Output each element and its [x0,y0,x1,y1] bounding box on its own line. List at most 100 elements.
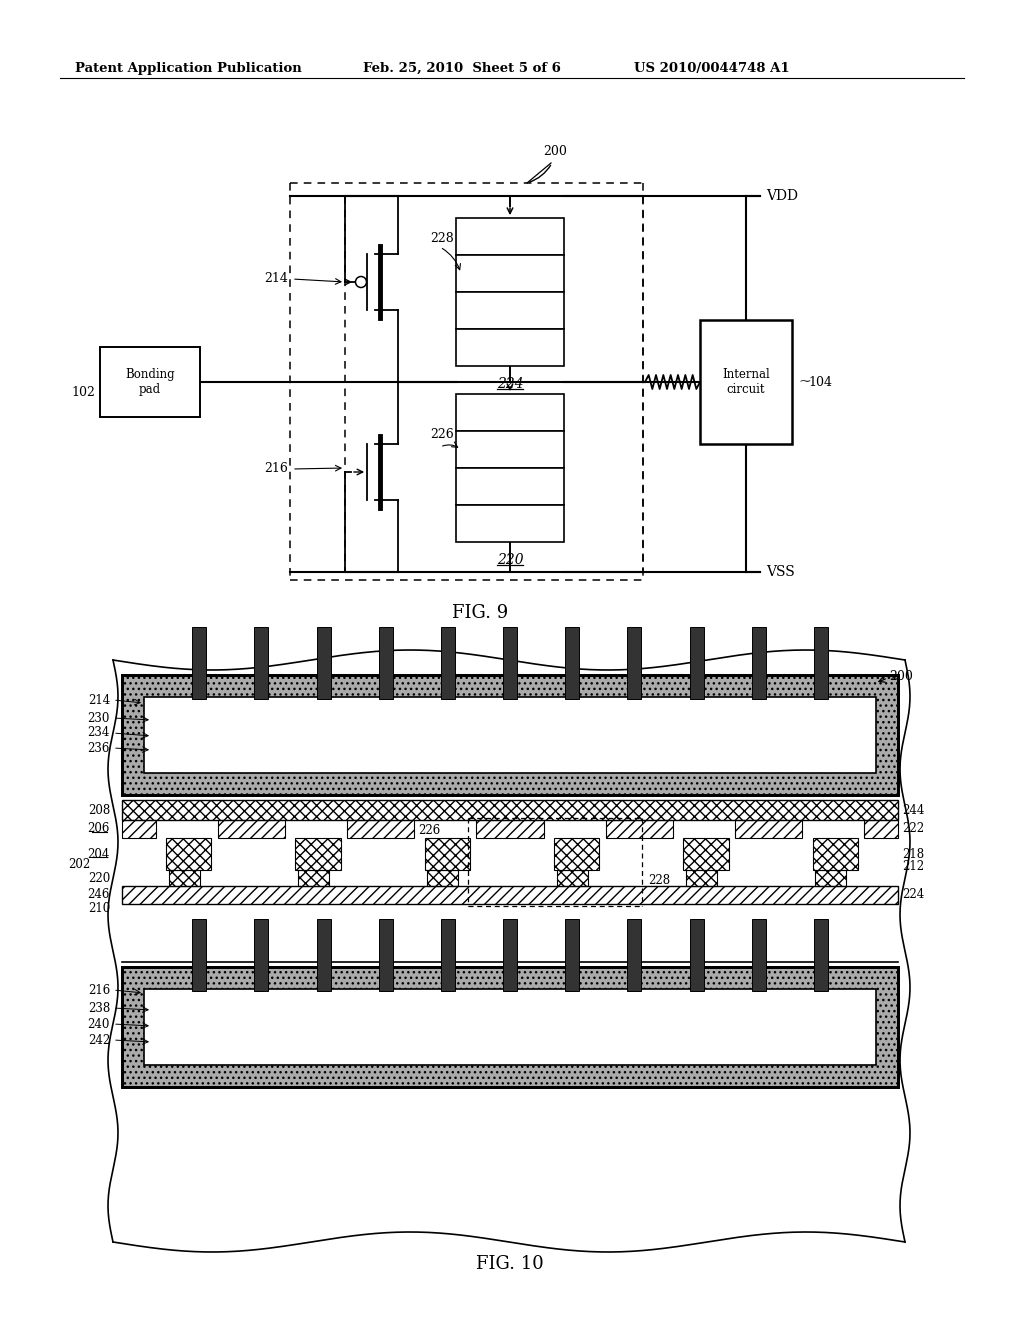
Text: 220: 220 [497,553,523,568]
Bar [100,347,200,417]
Text: 218: 218 [497,267,523,281]
Bar [122,886,898,904]
Text: 204: 204 [497,516,523,531]
Bar [456,393,564,432]
Bar [683,838,729,870]
Bar [316,919,331,991]
Bar [476,820,544,838]
Bar [456,469,564,506]
Bar [379,627,392,700]
Text: 238: 238 [88,1002,110,1015]
Text: 240: 240 [88,1018,110,1031]
Text: ~: ~ [798,375,811,389]
Bar [169,870,200,886]
Text: 206: 206 [497,479,523,494]
Text: Bonding
pad: Bonding pad [125,368,175,396]
Bar [441,919,455,991]
Text: 224: 224 [902,888,925,902]
Text: 210: 210 [88,903,110,916]
Bar [122,675,898,795]
Text: 204: 204 [497,341,523,355]
Text: 208: 208 [88,804,110,817]
Bar [122,968,898,1086]
Text: 206: 206 [497,304,523,318]
Bar [456,506,564,543]
Bar [122,968,898,1086]
Bar [557,870,588,886]
Text: 200: 200 [889,669,912,682]
Text: FIG. 9: FIG. 9 [452,605,508,622]
Text: FIG. 10: FIG. 10 [476,1255,544,1272]
Text: 246: 246 [88,888,110,902]
Text: VDD: VDD [766,189,798,203]
Bar [752,627,766,700]
Bar [122,820,156,838]
Bar [864,820,898,838]
Text: 104: 104 [808,375,831,388]
Text: Feb. 25, 2010  Sheet 5 of 6: Feb. 25, 2010 Sheet 5 of 6 [362,62,561,75]
Text: 244: 244 [902,804,925,817]
Bar [456,218,564,255]
Text: 214: 214 [88,693,110,706]
Text: 224: 224 [497,378,523,392]
Text: 206: 206 [88,822,110,836]
Bar [686,870,717,886]
Text: 218: 218 [902,847,924,861]
Text: 102: 102 [71,385,95,399]
Bar [565,627,580,700]
Bar [456,329,564,366]
Bar [316,627,331,700]
Bar [503,919,517,991]
Text: 204: 204 [88,847,110,861]
Text: 228: 228 [648,874,670,887]
Bar [441,627,455,700]
Text: 226: 226 [430,429,454,441]
Bar [814,627,827,700]
Bar [427,870,459,886]
Text: 242: 242 [88,1034,110,1047]
Bar [456,255,564,292]
Bar [193,627,206,700]
Bar [456,432,564,469]
Bar [144,697,876,774]
Bar [554,838,599,870]
Bar [814,919,827,991]
Bar [700,319,792,444]
Text: 234: 234 [88,726,110,739]
Bar [254,627,268,700]
Text: 216: 216 [264,462,288,474]
Bar [752,919,766,991]
Bar [689,919,703,991]
Text: 200: 200 [543,145,567,158]
Bar [122,675,898,795]
Bar [295,838,341,870]
Bar [193,919,206,991]
Bar [379,919,392,991]
Bar [456,292,564,329]
Text: 212: 212 [902,859,924,873]
Text: 222: 222 [497,442,523,457]
Bar [503,627,517,700]
Bar [425,838,470,870]
Bar [628,627,641,700]
Text: VSS: VSS [766,565,795,579]
Text: 214: 214 [264,272,288,285]
Bar [606,820,673,838]
Bar [218,820,285,838]
Bar [122,960,898,969]
Bar [628,919,641,991]
Text: 216: 216 [88,983,110,997]
Text: Internal
circuit: Internal circuit [722,368,770,396]
Bar [565,919,580,991]
Bar [166,838,212,870]
Text: 220: 220 [88,871,110,884]
Bar [347,820,415,838]
Text: 230: 230 [88,711,110,725]
Circle shape [355,276,367,288]
Bar [254,919,268,991]
Bar [815,870,846,886]
Text: 202: 202 [68,858,90,870]
Text: Patent Application Publication: Patent Application Publication [75,62,302,75]
Bar [735,820,802,838]
Text: 236: 236 [88,742,110,755]
